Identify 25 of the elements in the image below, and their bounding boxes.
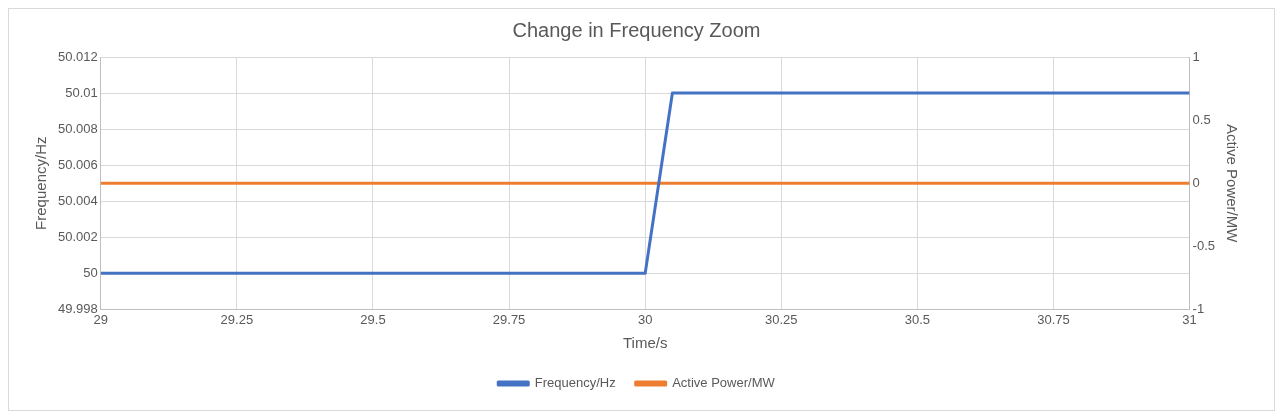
x-tick-label: 29.25 [220,311,254,327]
y2-tick-label: 0.5 [1192,111,1211,127]
x-tick-label: 29.75 [492,311,526,327]
y2-axis-title: Active Power/MW [1223,124,1241,244]
y-tick-label: 50.01 [65,84,98,100]
y2-tick-label: -0.5 [1192,237,1216,253]
y-tick-label: 50.002 [58,228,98,244]
y-tick-label: 49.998 [58,300,98,316]
x-tick-label: 30.75 [1037,311,1070,327]
x-tick-label: 30 [637,311,653,327]
y-tick-label: 50.004 [58,192,98,208]
chart-title: Change in Frequency Zoom [512,18,761,41]
y2-tick-label: 0 [1192,174,1200,190]
legend-label: Frequency/Hz [534,375,616,391]
x-tick-label: 30.25 [765,311,798,327]
x-tick-label: 30.5 [904,311,931,327]
y-tick-label: 50 [83,264,98,280]
y-tick-label: 50.012 [58,48,98,64]
legend-label: Active Power/MW [672,375,776,391]
y-axis-title: Frequency/Hz [32,136,50,230]
x-tick-label: 29.5 [360,311,386,327]
y-tick-label: 50.008 [58,120,98,136]
x-axis-title: Time/s [622,334,668,352]
y2-tick-label: 1 [1192,48,1200,64]
y-tick-label: 50.006 [58,156,98,172]
